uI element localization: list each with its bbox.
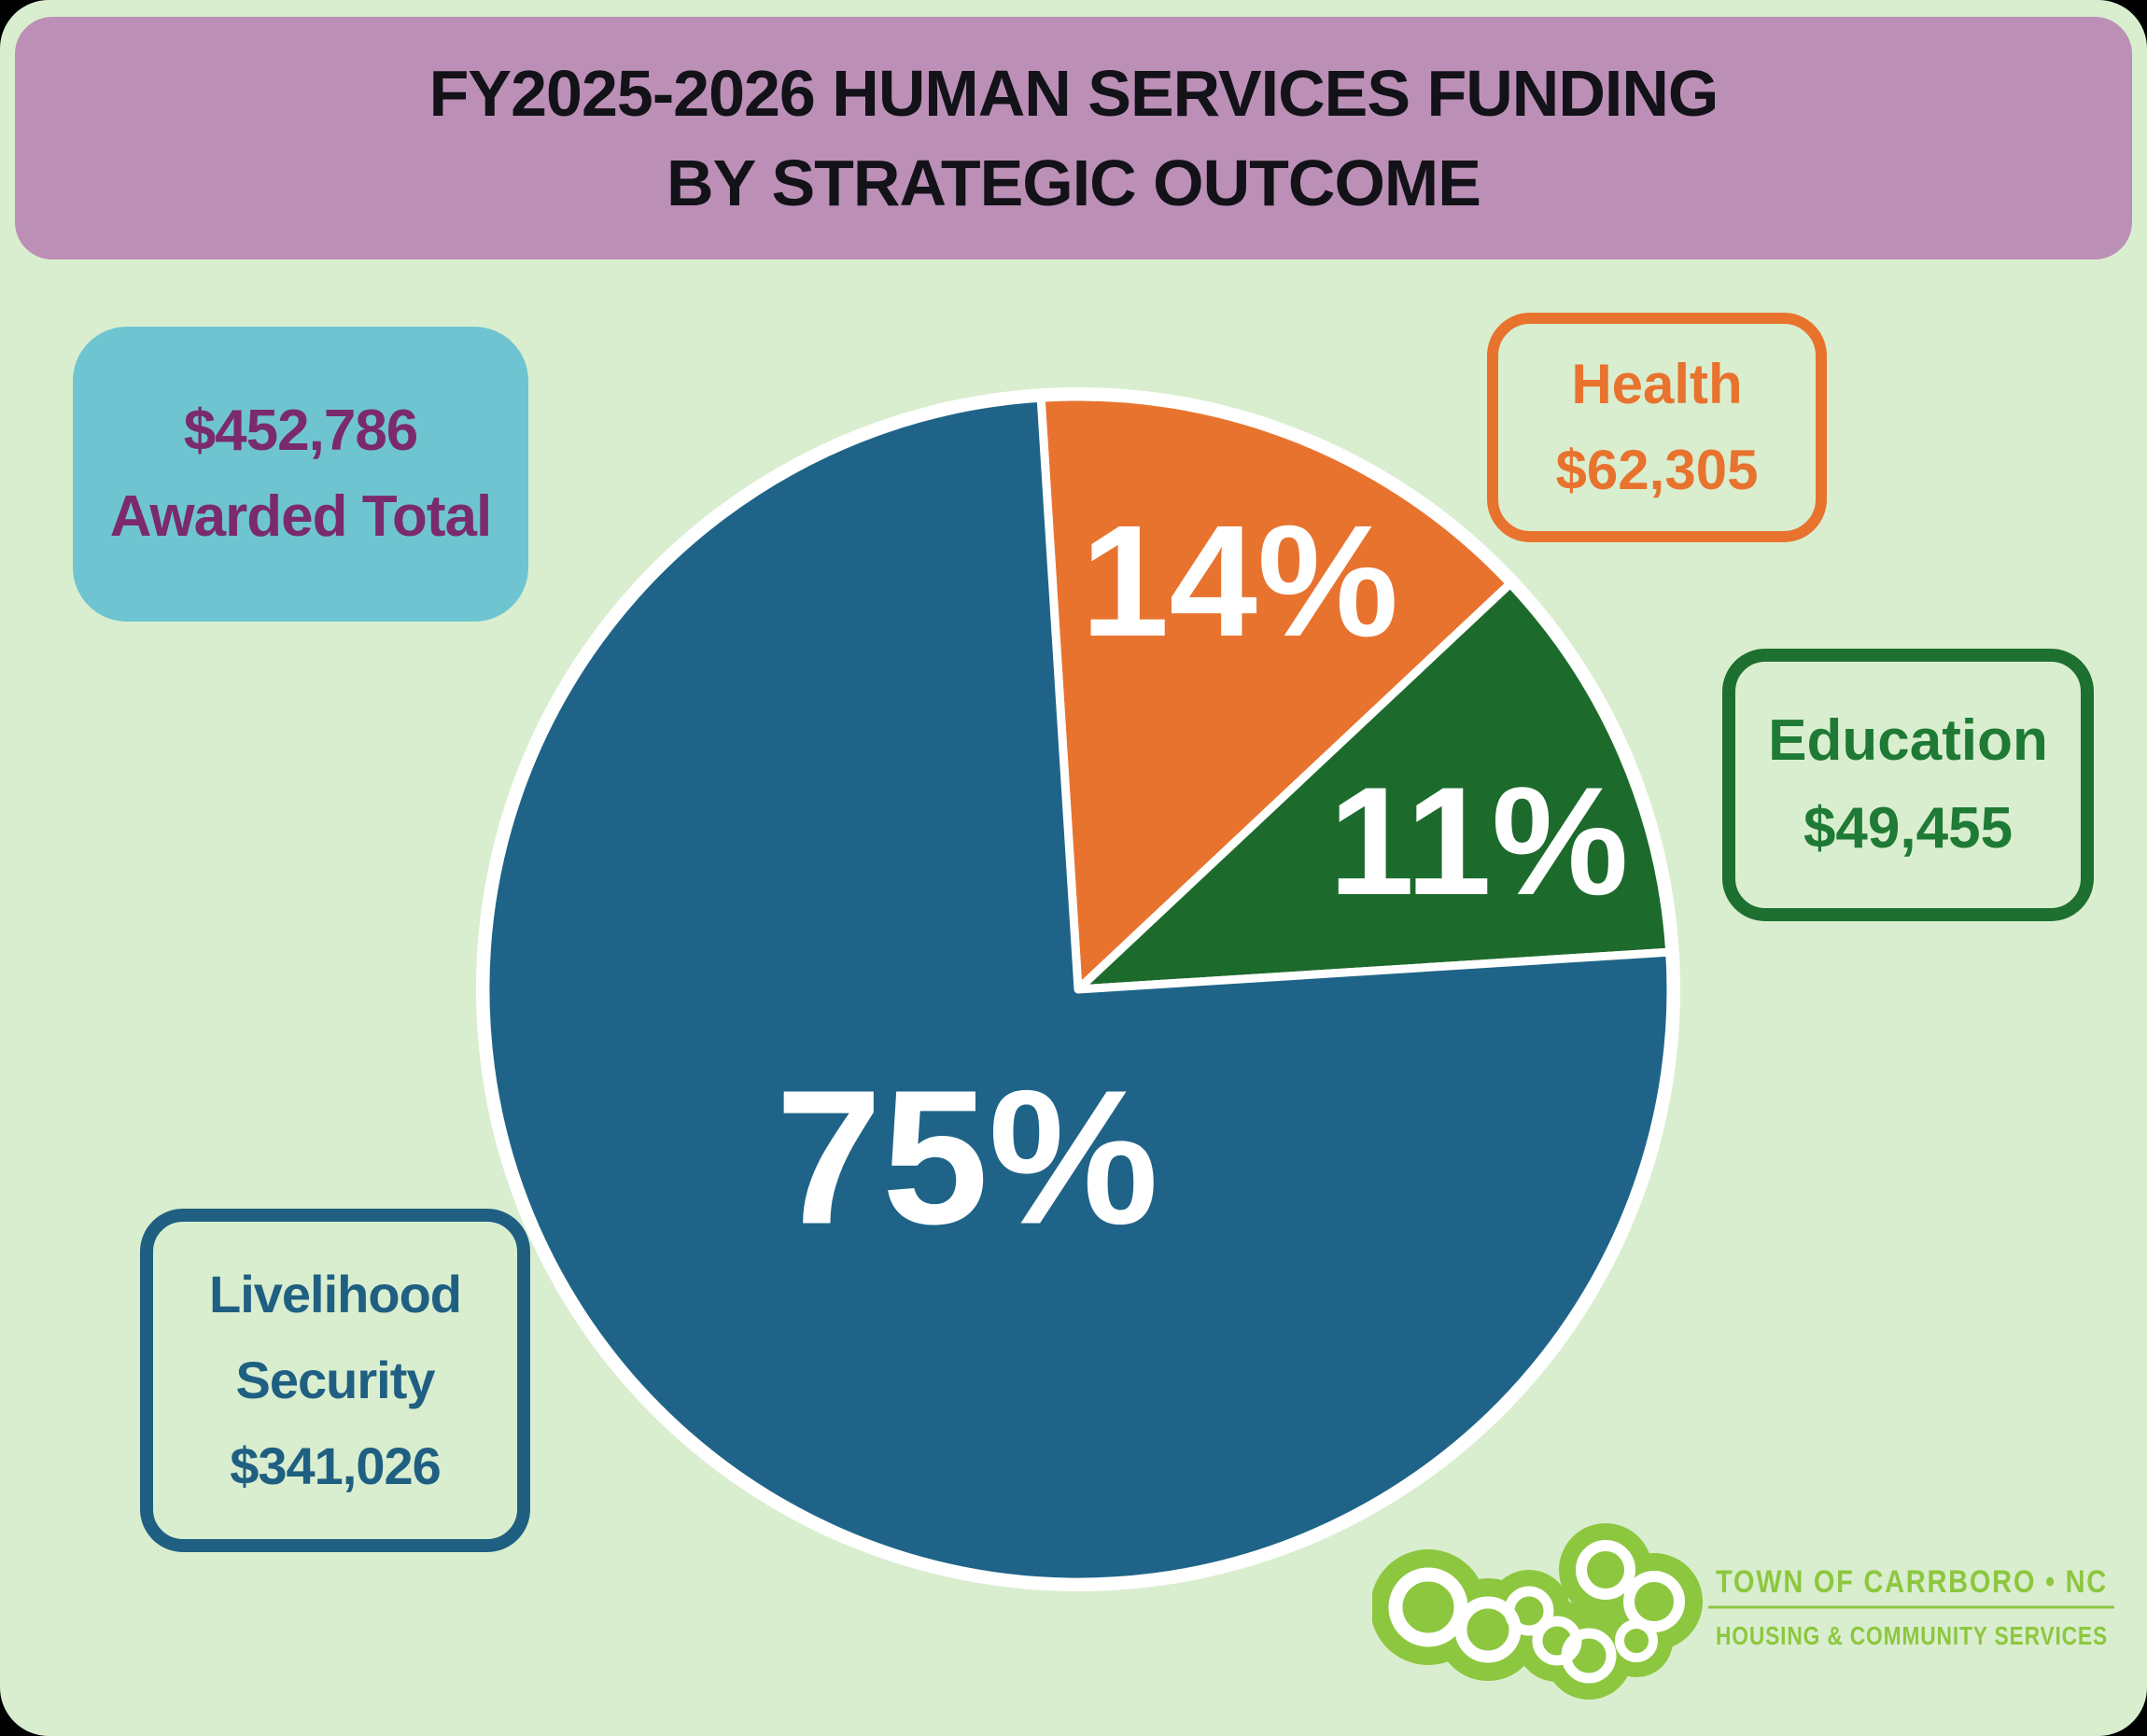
pie-slice-education xyxy=(1074,579,1675,994)
awarded-total-amount: $452,786 xyxy=(183,399,419,463)
pie-percent-label-health: 14% xyxy=(1081,493,1398,670)
pie-slice-livelihood-security xyxy=(481,393,1676,1587)
page-title-line-2: BY STRATEGIC OUTCOME xyxy=(667,147,1481,219)
livelihood-amount: $341,026 xyxy=(230,1436,442,1495)
logo-bubble-ring xyxy=(1623,1571,1685,1632)
pie-percent-label-education: 11% xyxy=(1328,755,1628,927)
health-label: Health xyxy=(1571,353,1743,415)
awarded-total-box: $452,786 Awarded Total xyxy=(73,327,528,622)
logo-bubble-ring xyxy=(1576,1540,1635,1600)
livelihood-label-line-2: Security xyxy=(235,1351,436,1409)
livelihood-security-callout-box: Livelihood Security $341,026 xyxy=(140,1209,530,1552)
carrboro-bubbles-logo-icon xyxy=(1372,1523,1703,1700)
livelihood-label-line-1: Livelihood xyxy=(209,1265,462,1323)
logo-bubble-ring xyxy=(1388,1567,1468,1647)
logo-bubble-ring xyxy=(1561,1628,1617,1684)
education-callout-box: Education $49,455 xyxy=(1722,649,2094,921)
title-banner: FY2025-2026 HUMAN SERVICES FUNDING BY ST… xyxy=(15,17,2132,259)
logo-dept-text: HOUSING & COMMUNITY SERVICES xyxy=(1716,1621,2108,1650)
page-title-line-1: FY2025-2026 HUMAN SERVICES FUNDING xyxy=(428,57,1719,130)
pie-percent-label-livelihood-security: 75% xyxy=(776,1051,1158,1265)
education-label: Education xyxy=(1768,708,2048,773)
logo-org-text: TOWN OF CARRBORO • NC xyxy=(1716,1564,2108,1600)
pie-slice-health xyxy=(1036,392,1515,994)
awarded-total-label: Awarded Total xyxy=(109,484,492,549)
logo-bubble-ring xyxy=(1504,1586,1554,1636)
health-amount: $62,305 xyxy=(1555,439,1759,501)
carrboro-logo: TOWN OF CARRBORO • NC HOUSING & COMMUNIT… xyxy=(1372,1523,2114,1700)
health-callout-box: Health $62,305 xyxy=(1487,313,1827,542)
education-amount: $49,455 xyxy=(1803,796,2014,861)
